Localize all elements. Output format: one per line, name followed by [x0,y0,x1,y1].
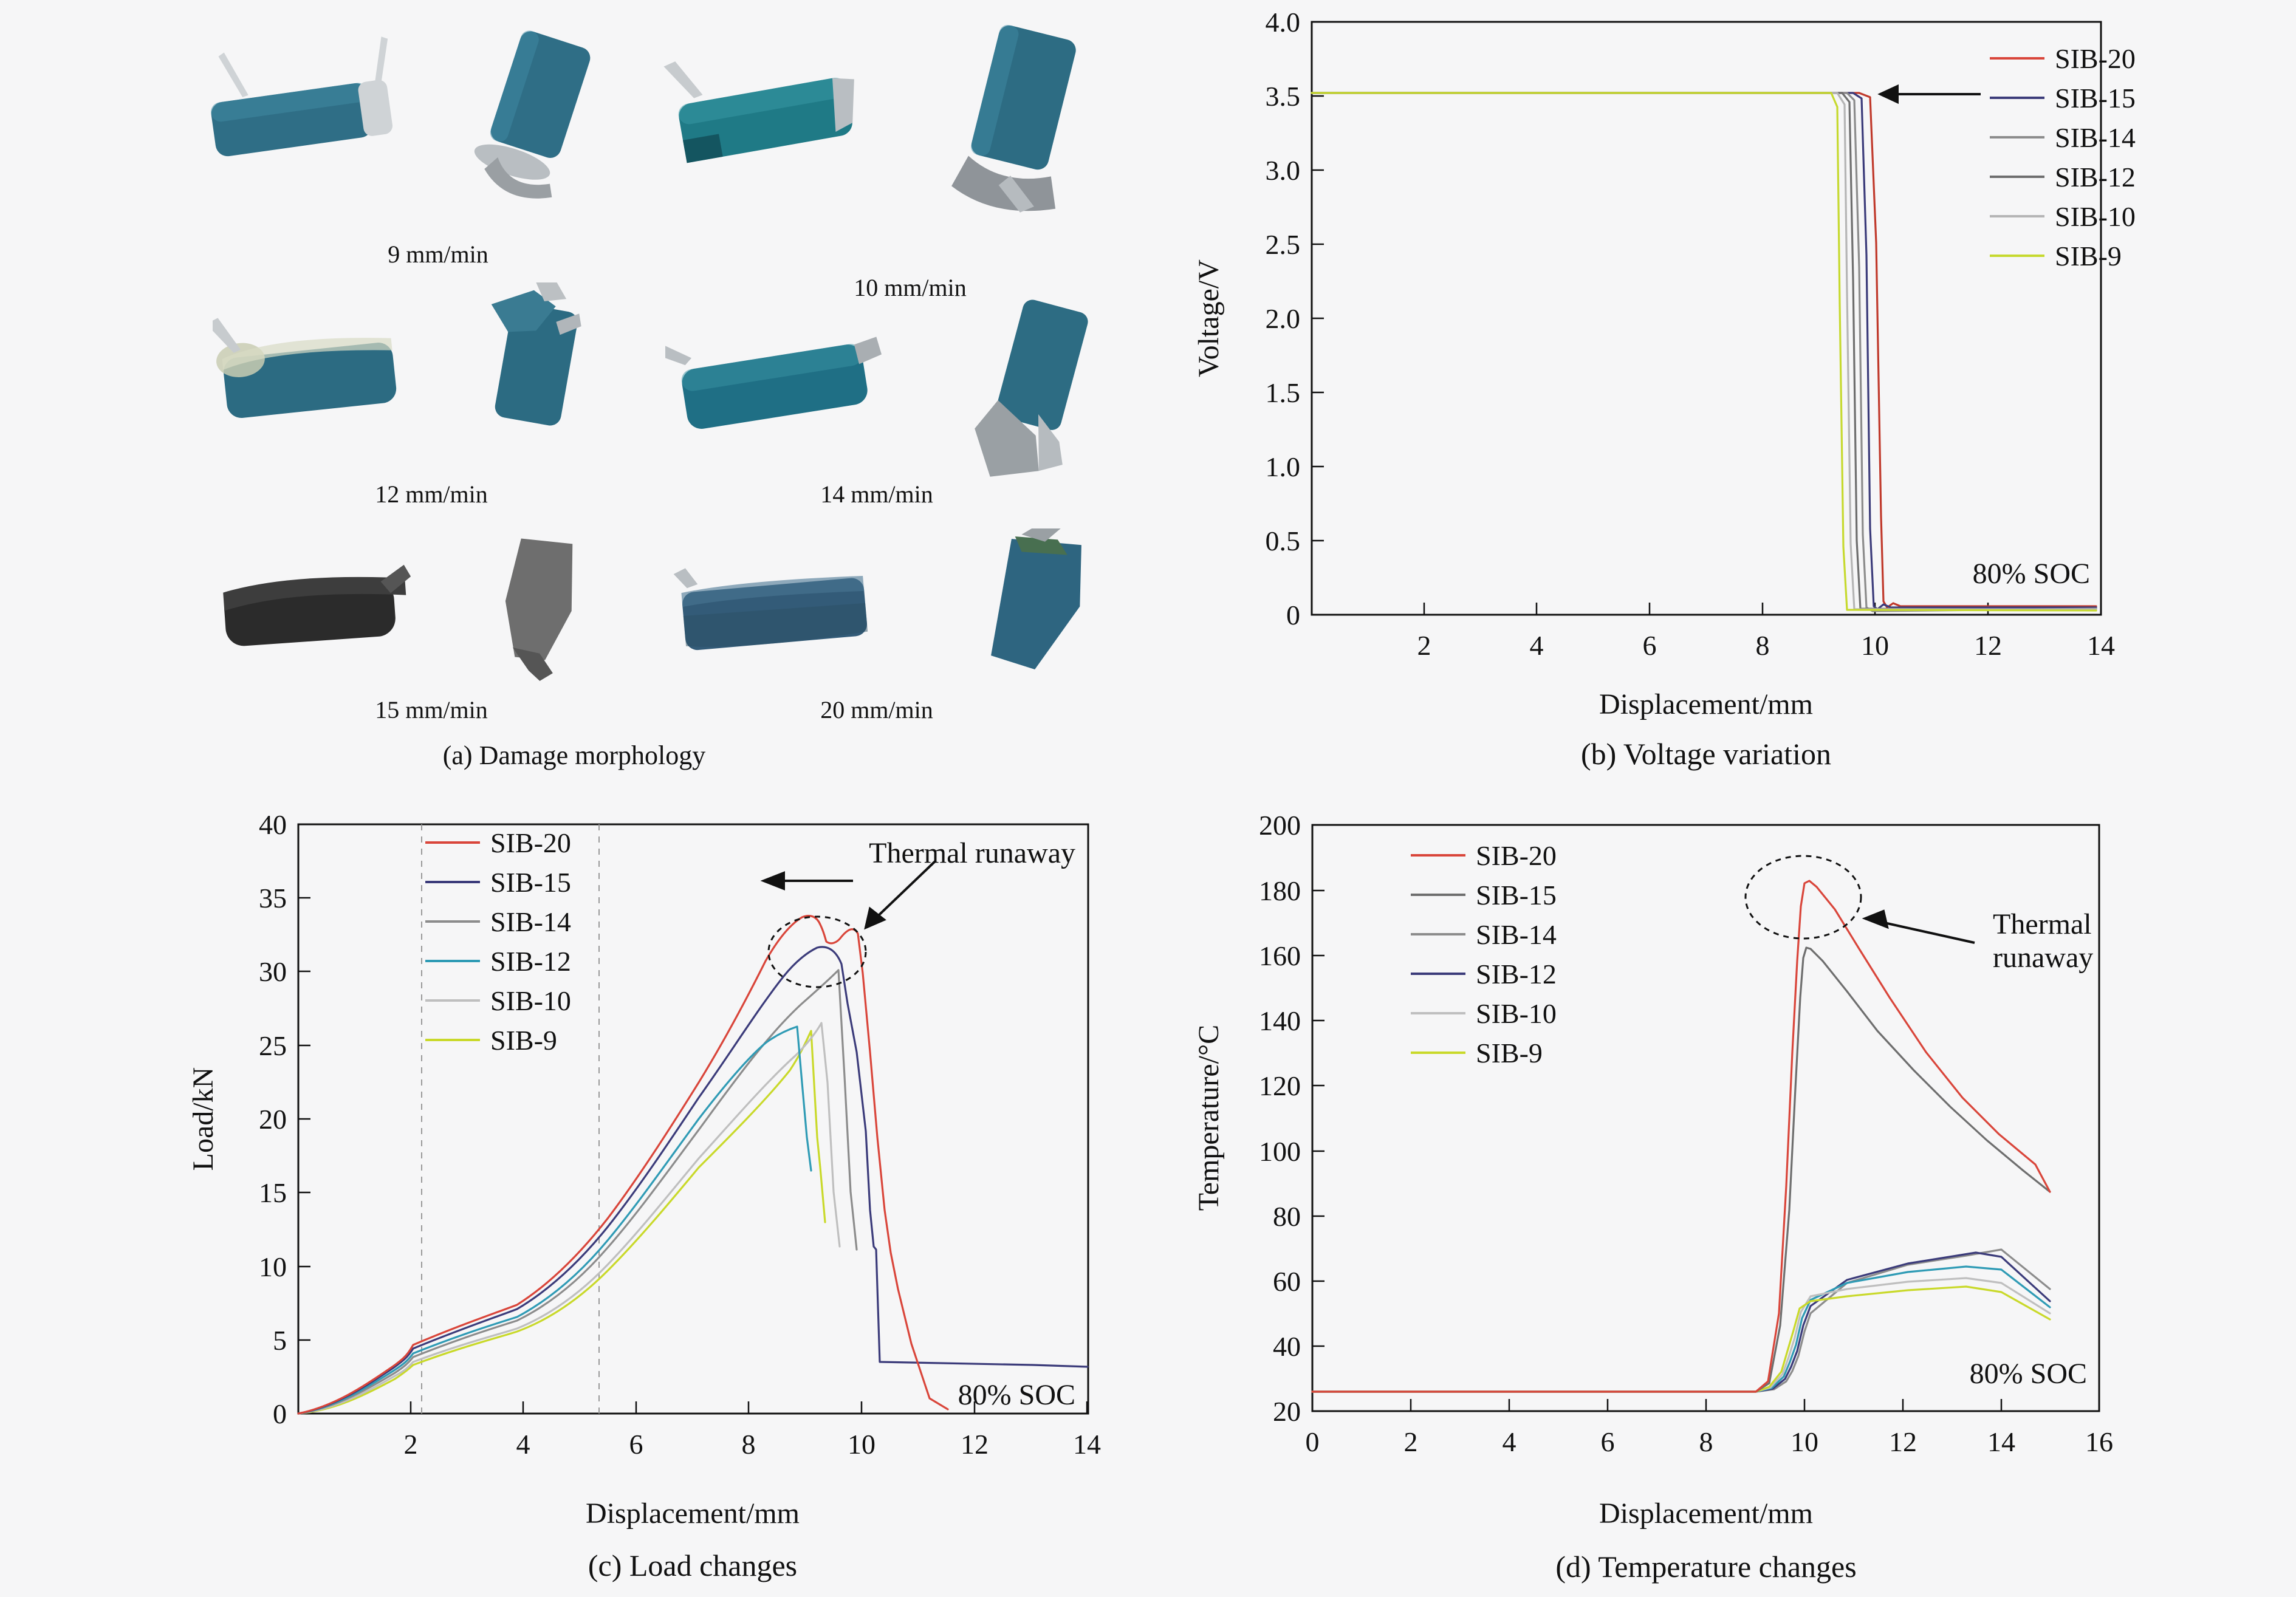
svg-text:1.5: 1.5 [1266,377,1301,408]
svg-text:30: 30 [259,956,287,987]
svg-text:SIB-9: SIB-9 [490,1025,557,1056]
svg-text:SIB-12: SIB-12 [490,946,571,977]
svg-text:SIB-10: SIB-10 [1476,998,1557,1029]
svg-text:14: 14 [1073,1429,1101,1460]
svg-text:40: 40 [1273,1331,1301,1362]
svg-text:2: 2 [1417,630,1431,661]
svg-text:SIB-14: SIB-14 [1476,919,1557,950]
svg-text:(c) Load changes: (c) Load changes [588,1548,797,1582]
svg-text:SIB-12: SIB-12 [2055,162,2136,193]
svg-text:180: 180 [1259,875,1301,906]
svg-text:Voltage/V: Voltage/V [1193,259,1225,377]
svg-text:Load/kN: Load/kN [187,1067,219,1171]
svg-text:10: 10 [848,1429,876,1460]
svg-text:12: 12 [1974,630,2002,661]
svg-text:runaway: runaway [1993,942,2093,974]
svg-text:Temperature/°C: Temperature/°C [1193,1025,1225,1211]
svg-text:80% SOC: 80% SOC [1970,1358,2087,1390]
svg-text:0: 0 [1286,600,1300,631]
svg-text:SIB-9: SIB-9 [1476,1038,1543,1069]
svg-text:10: 10 [259,1251,287,1282]
svg-text:SIB-20: SIB-20 [490,827,571,858]
svg-text:35: 35 [259,883,287,914]
svg-text:SIB-14: SIB-14 [490,906,571,937]
svg-text:0: 0 [273,1398,287,1429]
svg-text:SIB-10: SIB-10 [490,985,571,1016]
svg-text:25: 25 [259,1030,287,1061]
svg-text:8: 8 [1756,630,1770,661]
svg-text:Thermal runaway: Thermal runaway [869,837,1075,869]
svg-text:80% SOC: 80% SOC [958,1379,1075,1411]
svg-text:6: 6 [629,1429,643,1460]
svg-text:8: 8 [742,1429,756,1460]
svg-text:2.0: 2.0 [1266,303,1301,334]
svg-text:SIB-15: SIB-15 [490,867,571,898]
svg-text:SIB-14: SIB-14 [2055,122,2136,153]
svg-text:15: 15 [259,1177,287,1208]
svg-text:0: 0 [1306,1426,1320,1457]
svg-text:4: 4 [1530,630,1544,661]
svg-text:4.0: 4.0 [1266,7,1301,38]
svg-text:10: 10 [1861,630,1889,661]
svg-text:120: 120 [1259,1070,1301,1101]
svg-text:Thermal: Thermal [1993,908,2092,940]
svg-text:12: 12 [1889,1426,1917,1457]
svg-text:40: 40 [259,809,287,840]
svg-text:SIB-15: SIB-15 [1476,880,1557,911]
svg-text:SIB-15: SIB-15 [2055,83,2136,114]
svg-text:20: 20 [259,1104,287,1135]
svg-text:10: 10 [1791,1426,1818,1457]
svg-text:Displacement/mm: Displacement/mm [1599,1497,1813,1530]
svg-text:2.5: 2.5 [1266,229,1301,260]
svg-text:Displacement/mm: Displacement/mm [1599,688,1813,720]
svg-text:(b) Voltage variation: (b) Voltage variation [1581,737,1831,771]
svg-text:0.5: 0.5 [1266,525,1301,556]
svg-text:SIB-12: SIB-12 [1476,959,1557,990]
svg-text:12: 12 [961,1429,989,1460]
svg-text:3.0: 3.0 [1266,155,1301,186]
svg-text:6: 6 [1643,630,1657,661]
svg-text:3.5: 3.5 [1266,81,1301,112]
svg-text:SIB-9: SIB-9 [2055,241,2122,272]
svg-text:4: 4 [516,1429,530,1460]
svg-text:80% SOC: 80% SOC [1973,558,2090,590]
svg-text:SIB-10: SIB-10 [2055,201,2136,232]
svg-text:4: 4 [1503,1426,1516,1457]
svg-text:Displacement/mm: Displacement/mm [586,1497,800,1530]
svg-text:14: 14 [1987,1426,2015,1457]
svg-text:8: 8 [1699,1426,1713,1457]
svg-text:2: 2 [404,1429,418,1460]
svg-text:1.0: 1.0 [1266,451,1301,482]
svg-text:16: 16 [2085,1426,2113,1457]
svg-text:6: 6 [1601,1426,1615,1457]
svg-text:200: 200 [1259,810,1301,841]
svg-text:SIB-20: SIB-20 [2055,43,2136,74]
svg-text:14: 14 [2087,630,2115,661]
svg-text:60: 60 [1273,1266,1301,1297]
svg-text:160: 160 [1259,940,1301,971]
svg-text:100: 100 [1259,1136,1301,1167]
svg-text:SIB-20: SIB-20 [1476,840,1557,871]
svg-text:2: 2 [1404,1426,1418,1457]
svg-text:5: 5 [273,1325,287,1356]
svg-text:140: 140 [1259,1005,1301,1036]
svg-text:(d) Temperature changes: (d) Temperature changes [1555,1550,1856,1584]
svg-text:80: 80 [1273,1201,1301,1232]
svg-text:20: 20 [1273,1396,1301,1427]
